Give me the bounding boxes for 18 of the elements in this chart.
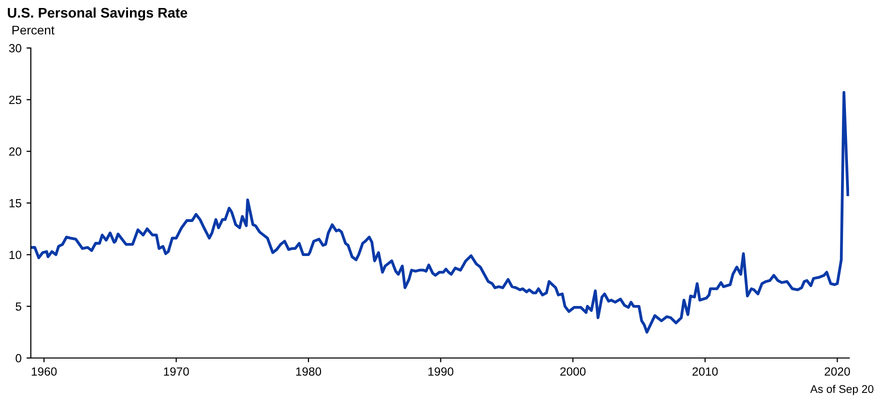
x-tick-label: 1970 bbox=[164, 367, 189, 376]
x-tick-label: 2010 bbox=[692, 367, 718, 376]
x-tick-label: 2000 bbox=[560, 367, 586, 376]
y-tick-label: 15 bbox=[10, 199, 22, 208]
text: As of Sep 20 bbox=[810, 384, 874, 396]
y-tick-label: 20 bbox=[9, 147, 22, 156]
x-tick-label: 1960 bbox=[32, 367, 57, 376]
y-tick-label: 25 bbox=[9, 96, 22, 104]
y-tick-label: 0 bbox=[16, 354, 22, 362]
y-axis-title: Percent bbox=[12, 26, 54, 35]
x-tick-label: 1990 bbox=[428, 367, 454, 376]
chart-title: U.S. Personal Savings Rate bbox=[8, 7, 188, 21]
y-tick-label: 30 bbox=[9, 44, 22, 52]
y-tick-label: 5 bbox=[16, 302, 22, 311]
line-series bbox=[30, 91, 850, 334]
x-tick-label: 1980 bbox=[296, 367, 322, 376]
y-tick-label: 10 bbox=[10, 250, 22, 260]
x-tick-label: 2020 bbox=[824, 367, 850, 376]
